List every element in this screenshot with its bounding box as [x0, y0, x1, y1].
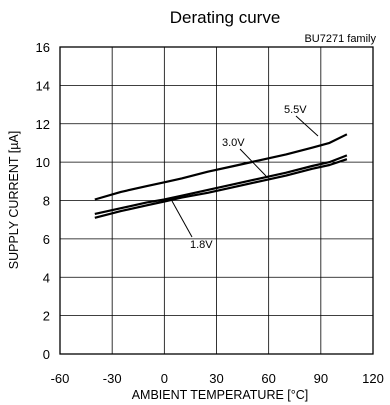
chart-title: Derating curve	[170, 8, 281, 27]
grid-lines	[60, 47, 373, 354]
x-axis-label: AMBIENT TEMPERATURE [°C]	[132, 388, 309, 402]
series-line-5-5v	[94, 133, 348, 201]
annotation-leader	[171, 200, 193, 238]
y-tick-labels: 0 2 4 6 8 10 12 14 16	[36, 40, 50, 362]
series-label: 1.8V	[190, 239, 213, 251]
x-tick-labels: -60 -30 0 30 60 90 120	[51, 371, 384, 386]
x-tick-label: 60	[261, 371, 275, 386]
x-tick-label: -30	[103, 371, 122, 386]
y-tick-label: 10	[36, 155, 50, 170]
y-tick-label: 6	[43, 232, 50, 247]
x-tick-label: 0	[161, 371, 168, 386]
series-line-3-0v	[94, 154, 348, 215]
x-tick-label: -60	[51, 371, 70, 386]
annotation-leader	[295, 115, 319, 137]
y-tick-label: 8	[43, 194, 50, 209]
annotation-leader	[239, 148, 267, 177]
plot-frame	[59, 46, 374, 355]
chart-subtitle: BU7271 family	[304, 33, 376, 45]
series-label: 3.0V	[222, 137, 245, 149]
y-tick-label: 4	[43, 270, 50, 285]
y-tick-label: 2	[43, 309, 50, 324]
series-label: 5.5V	[284, 104, 307, 116]
x-tick-label: 90	[314, 371, 328, 386]
series-lines	[94, 133, 348, 219]
x-tick-label: 30	[209, 371, 223, 386]
series-annotations: 5.5V 3.0V 1.8V	[171, 104, 319, 251]
series-line-1-8v	[94, 158, 348, 219]
y-tick-label: 12	[36, 117, 50, 132]
x-tick-label: 120	[362, 371, 384, 386]
y-tick-label: 14	[36, 78, 50, 93]
y-tick-label: 16	[36, 40, 50, 55]
y-tick-label: 0	[43, 347, 50, 362]
y-axis-label: SUPPLY CURRENT [µA]	[7, 131, 21, 270]
